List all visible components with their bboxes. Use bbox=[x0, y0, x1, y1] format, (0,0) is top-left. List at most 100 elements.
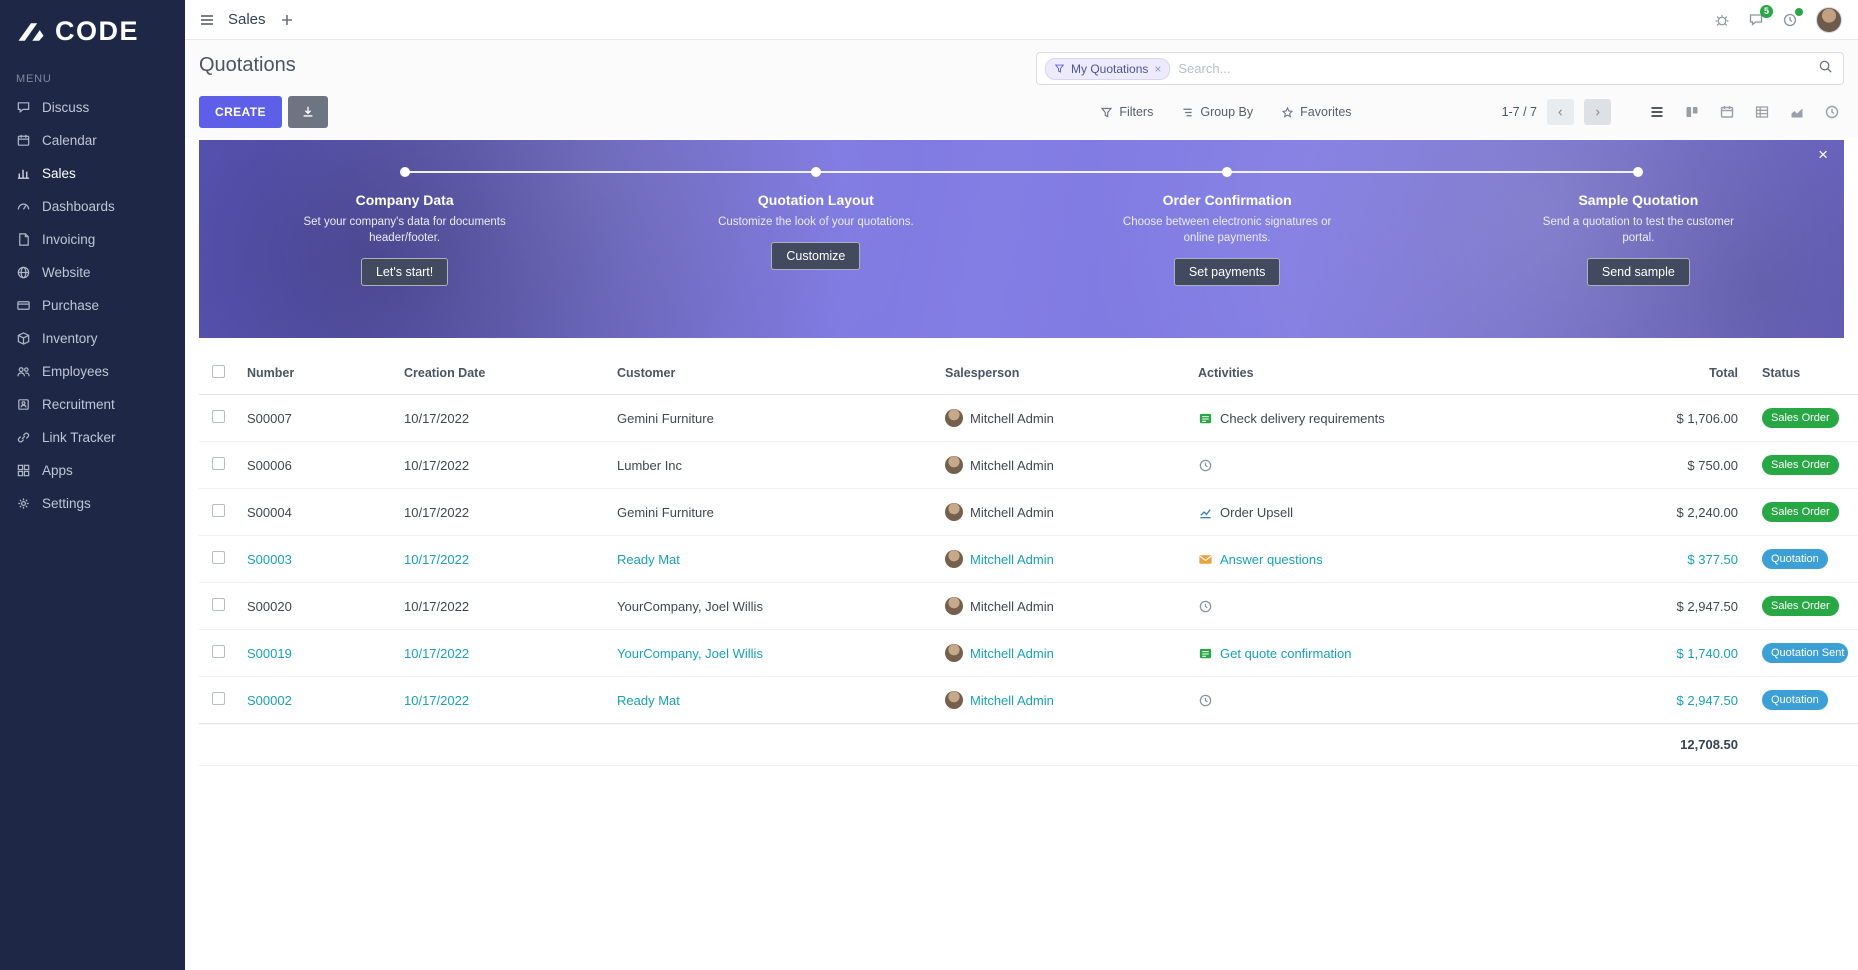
cell-date[interactable]: 10/17/2022 bbox=[404, 410, 470, 426]
row-checkbox[interactable] bbox=[212, 598, 225, 611]
cell-salesperson[interactable]: Mitchell Admin bbox=[970, 551, 1054, 567]
cell-activity[interactable]: Check delivery requirements bbox=[1220, 410, 1385, 426]
row-checkbox[interactable] bbox=[212, 410, 225, 423]
envelope-icon[interactable] bbox=[1198, 552, 1213, 567]
upsell-chart-icon[interactable] bbox=[1198, 505, 1213, 520]
cell-salesperson[interactable]: Mitchell Admin bbox=[970, 692, 1054, 708]
search-icon[interactable] bbox=[1818, 59, 1833, 79]
task-list-icon[interactable] bbox=[1198, 411, 1213, 426]
sidebar-item-purchase[interactable]: Purchase bbox=[0, 289, 185, 322]
cell-salesperson[interactable]: Mitchell Admin bbox=[970, 598, 1054, 614]
sidebar-item-apps[interactable]: Apps bbox=[0, 454, 185, 487]
lets-start-button[interactable]: Let's start! bbox=[360, 258, 449, 287]
banner-close-icon[interactable]: × bbox=[1818, 145, 1828, 164]
header-salesperson[interactable]: Salesperson bbox=[937, 352, 1190, 395]
export-button[interactable] bbox=[287, 96, 328, 128]
cell-number[interactable]: S00020 bbox=[239, 582, 396, 630]
send-sample-button[interactable]: Send sample bbox=[1586, 258, 1690, 287]
cell-number[interactable]: S00003 bbox=[239, 535, 396, 583]
cell-customer[interactable]: Ready Mat bbox=[609, 676, 937, 724]
plus-icon[interactable] bbox=[279, 12, 295, 28]
cell-customer[interactable]: YourCompany, Joel Willis bbox=[609, 629, 937, 677]
favorites-button[interactable]: Favorites bbox=[1281, 105, 1352, 119]
row-checkbox[interactable] bbox=[212, 504, 225, 517]
create-button[interactable]: CREATE bbox=[199, 96, 282, 128]
customize-button[interactable]: Customize bbox=[771, 242, 861, 271]
header-number[interactable]: Number bbox=[239, 352, 396, 395]
sidebar-item-inventory[interactable]: Inventory bbox=[0, 322, 185, 355]
cell-customer[interactable]: Ready Mat bbox=[609, 535, 937, 583]
sidebar-item-calendar[interactable]: Calendar bbox=[0, 124, 185, 157]
sidebar-item-link-tracker[interactable]: Link Tracker bbox=[0, 421, 185, 454]
set-payments-button[interactable]: Set payments bbox=[1173, 258, 1281, 287]
activities-clock-icon[interactable] bbox=[1782, 7, 1803, 28]
header-customer[interactable]: Customer bbox=[609, 352, 937, 395]
cell-date[interactable]: 10/17/2022 bbox=[396, 441, 609, 489]
cell-number[interactable]: S00006 bbox=[239, 441, 396, 489]
row-checkbox[interactable] bbox=[212, 645, 225, 658]
header-status[interactable]: Status bbox=[1746, 352, 1858, 395]
group-by-button[interactable]: Group By bbox=[1181, 105, 1253, 119]
cell-customer[interactable]: Gemini Furniture bbox=[609, 488, 937, 536]
view-graph-button[interactable] bbox=[1789, 104, 1805, 120]
cell-salesperson[interactable]: Mitchell Admin bbox=[970, 504, 1054, 520]
sidebar-item-sales[interactable]: Sales bbox=[0, 157, 185, 190]
cell-date[interactable]: 10/17/2022 bbox=[396, 488, 609, 536]
messages-icon[interactable]: 5 bbox=[1748, 4, 1773, 28]
view-kanban-button[interactable] bbox=[1684, 104, 1700, 120]
sidebar-item-label: Website bbox=[42, 265, 91, 280]
cell-date[interactable]: 10/17/2022 bbox=[396, 535, 609, 583]
cell-number[interactable]: S00002 bbox=[239, 676, 396, 724]
view-pivot-button[interactable] bbox=[1754, 104, 1770, 120]
row-checkbox[interactable] bbox=[212, 457, 225, 470]
brand-logo[interactable]: CODE bbox=[0, 0, 185, 61]
cell-activity[interactable]: Answer questions bbox=[1220, 551, 1323, 567]
cell-salesperson[interactable]: Mitchell Admin bbox=[970, 645, 1054, 661]
cell-date[interactable]: 10/17/2022 bbox=[396, 582, 609, 630]
view-list-button[interactable] bbox=[1649, 104, 1665, 120]
clock-icon[interactable] bbox=[1198, 599, 1213, 614]
sidebar-item-discuss[interactable]: Discuss bbox=[0, 91, 185, 124]
search-input[interactable] bbox=[1178, 61, 1810, 76]
sidebar-item-website[interactable]: Website bbox=[0, 256, 185, 289]
cell-number[interactable]: S00007 bbox=[247, 410, 292, 426]
task-list-icon[interactable] bbox=[1198, 646, 1213, 661]
sidebar-item-dashboards[interactable]: Dashboards bbox=[0, 190, 185, 223]
cell-number[interactable]: S00019 bbox=[239, 629, 396, 677]
sidebar-item-label: Calendar bbox=[42, 133, 97, 148]
header-total[interactable]: Total bbox=[1606, 352, 1746, 395]
search-facet[interactable]: My Quotations × bbox=[1045, 57, 1171, 80]
row-checkbox[interactable] bbox=[212, 692, 225, 705]
sidebar-item-recruitment[interactable]: Recruitment bbox=[0, 388, 185, 421]
cell-salesperson[interactable]: Mitchell Admin bbox=[970, 410, 1054, 426]
pager-next-button[interactable] bbox=[1584, 99, 1611, 125]
cell-customer[interactable]: Lumber Inc bbox=[609, 441, 937, 489]
cell-customer[interactable]: YourCompany, Joel Willis bbox=[609, 582, 937, 630]
row-checkbox[interactable] bbox=[212, 551, 225, 564]
sidebar-item-invoicing[interactable]: Invoicing bbox=[0, 223, 185, 256]
header-activities[interactable]: Activities bbox=[1190, 352, 1606, 395]
cell-salesperson[interactable]: Mitchell Admin bbox=[970, 457, 1054, 473]
sidebar-item-settings[interactable]: Settings bbox=[0, 487, 185, 520]
cell-activity[interactable]: Order Upsell bbox=[1220, 504, 1293, 520]
hamburger-menu-icon[interactable] bbox=[199, 12, 215, 28]
header-creation-date[interactable]: Creation Date bbox=[396, 352, 609, 395]
cell-number[interactable]: S00004 bbox=[239, 488, 396, 536]
clock-icon[interactable] bbox=[1198, 458, 1213, 473]
search-bar[interactable]: My Quotations × bbox=[1036, 52, 1844, 85]
cell-customer[interactable]: Gemini Furniture bbox=[617, 410, 714, 426]
sidebar-item-employees[interactable]: Employees bbox=[0, 355, 185, 388]
clock-icon[interactable] bbox=[1198, 693, 1213, 708]
cell-date[interactable]: 10/17/2022 bbox=[396, 629, 609, 677]
view-activity-button[interactable] bbox=[1824, 104, 1840, 120]
view-calendar-button[interactable] bbox=[1719, 104, 1735, 120]
user-avatar[interactable] bbox=[1816, 6, 1842, 33]
cell-date[interactable]: 10/17/2022 bbox=[396, 676, 609, 724]
select-all-checkbox[interactable] bbox=[212, 365, 225, 378]
topbar-app-name[interactable]: Sales bbox=[228, 11, 266, 28]
filters-button[interactable]: Filters bbox=[1100, 105, 1153, 119]
facet-remove-icon[interactable]: × bbox=[1154, 61, 1162, 76]
debug-bug-icon[interactable] bbox=[1714, 12, 1730, 28]
pager-previous-button[interactable] bbox=[1547, 99, 1574, 125]
cell-activity[interactable]: Get quote confirmation bbox=[1220, 645, 1352, 661]
